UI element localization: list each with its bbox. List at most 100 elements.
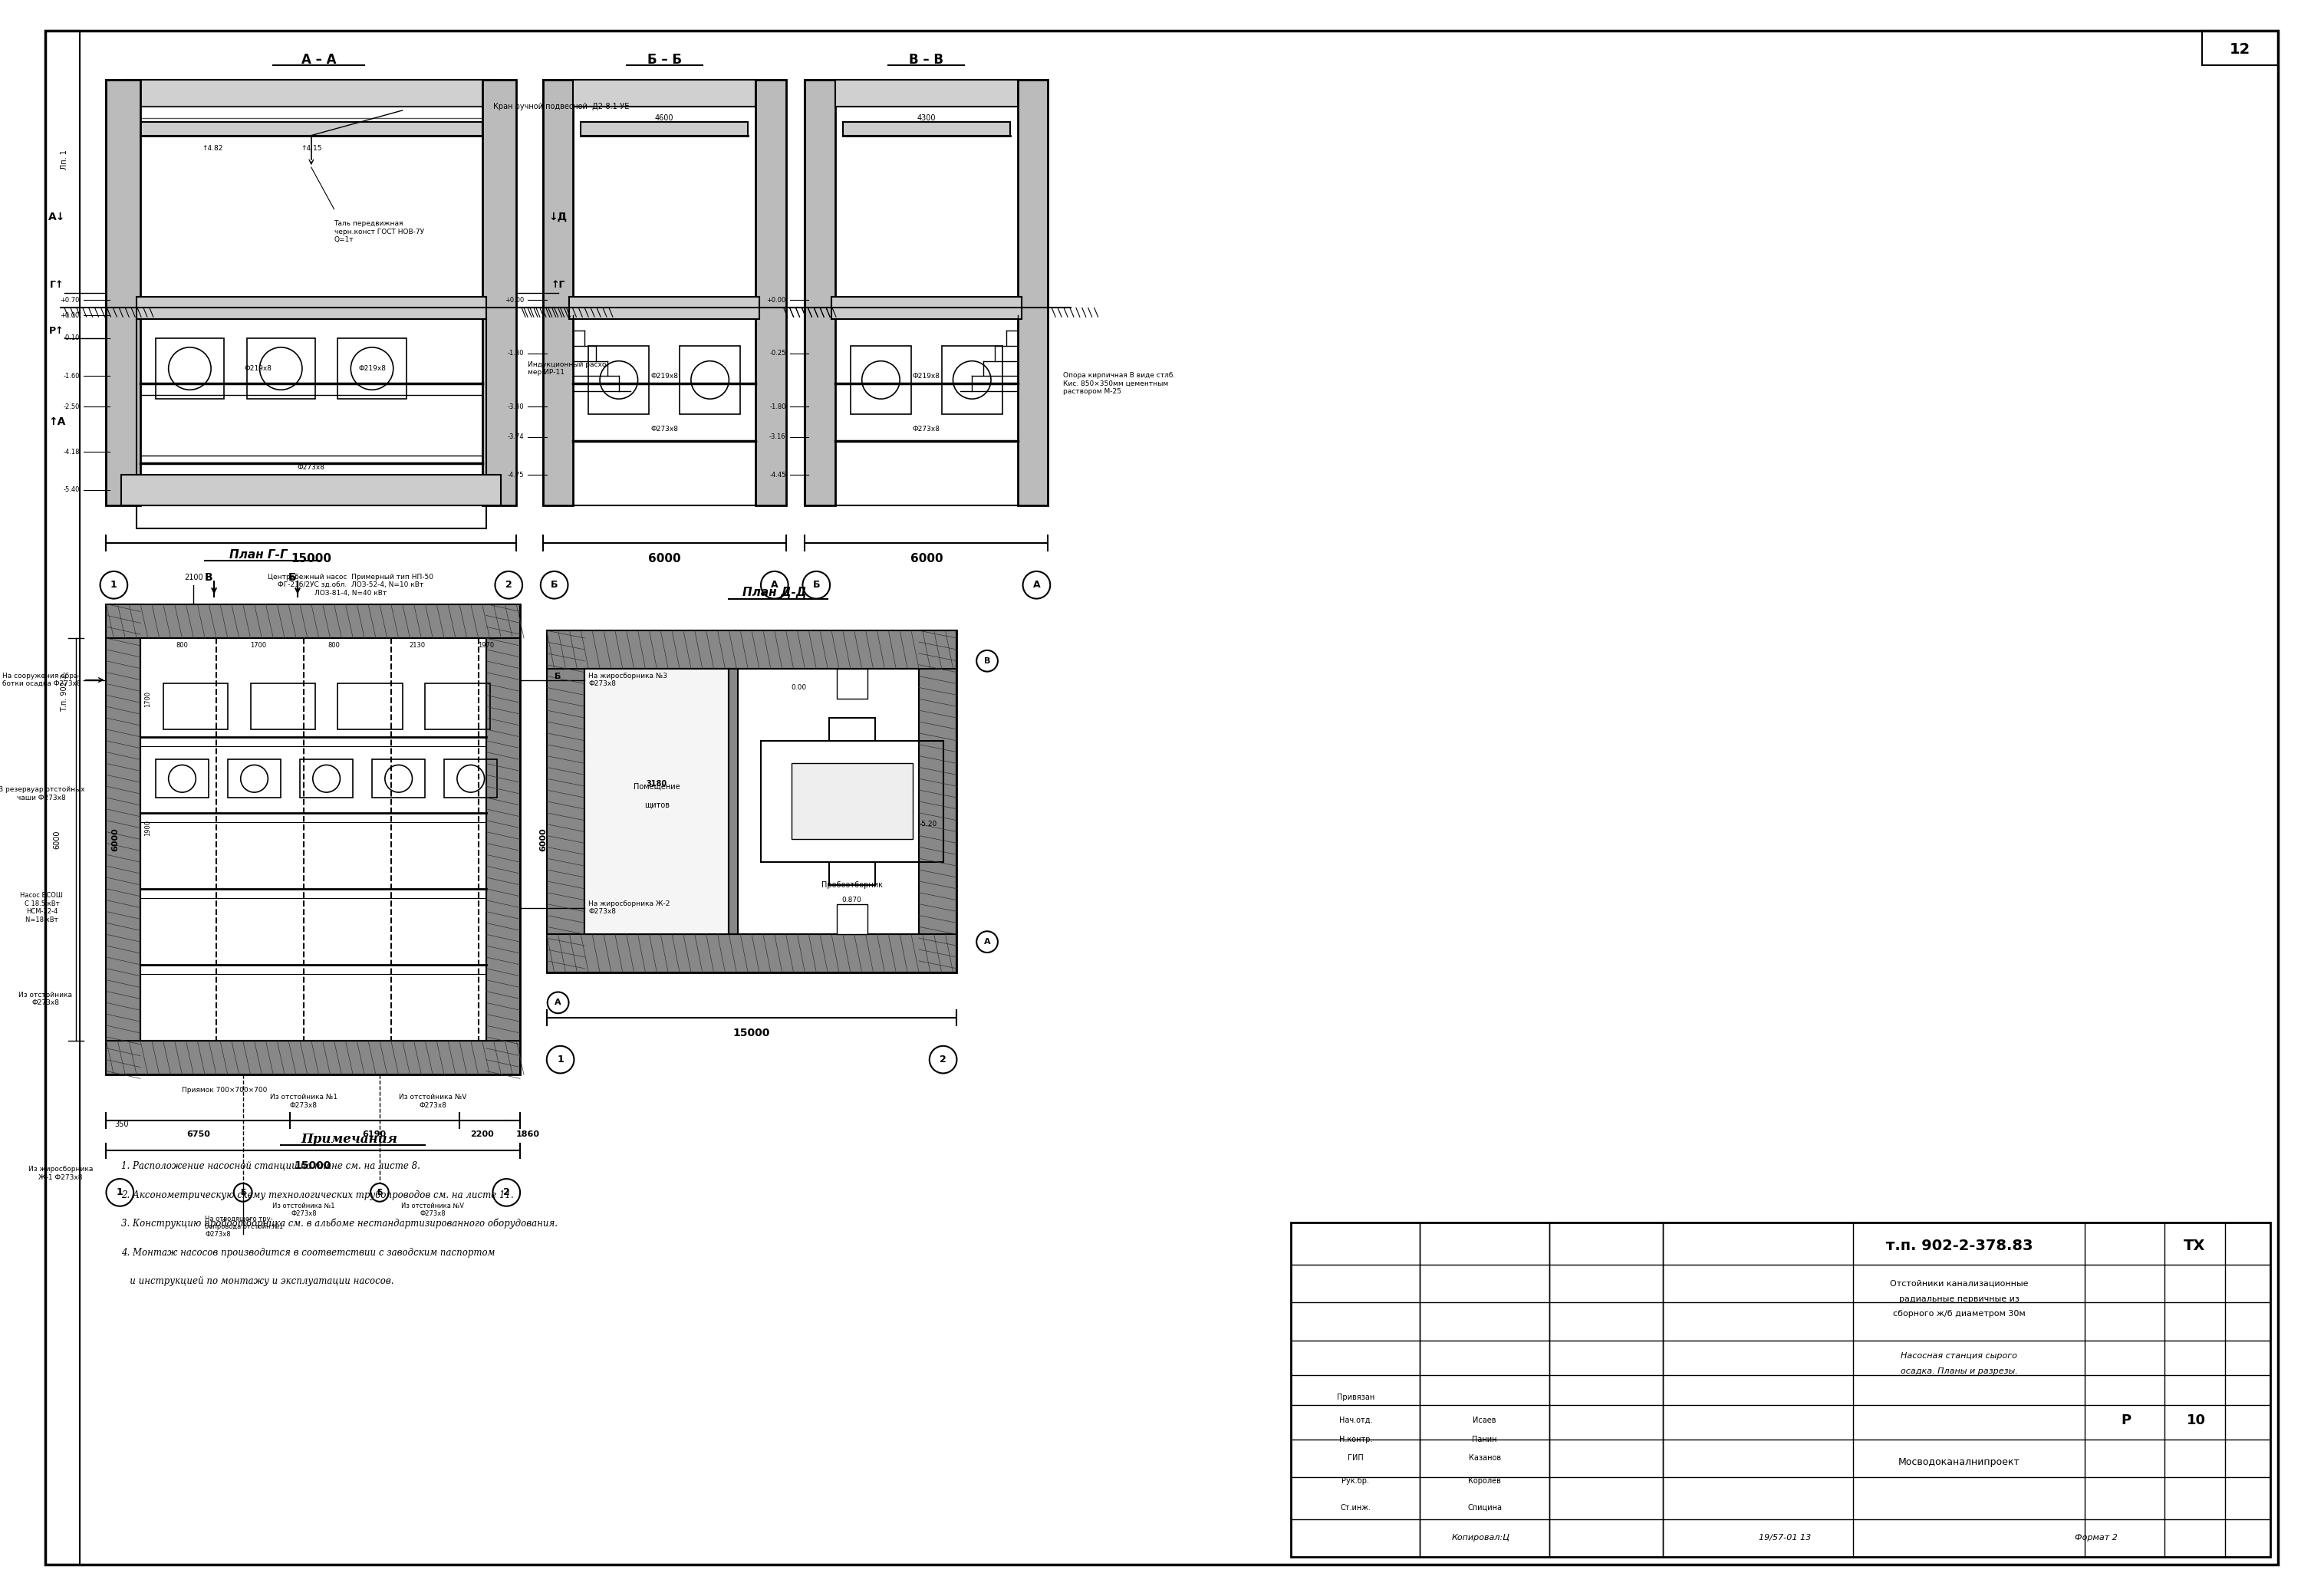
Text: Ст.инж.: Ст.инж. xyxy=(1339,1503,1371,1511)
Circle shape xyxy=(976,650,999,672)
Bar xyxy=(805,80,835,506)
Text: Королев: Королев xyxy=(1468,1478,1500,1484)
Bar xyxy=(805,80,1047,506)
Text: -3.16: -3.16 xyxy=(769,434,787,440)
Bar xyxy=(679,346,741,413)
Bar xyxy=(106,80,140,506)
Text: -1.80: -1.80 xyxy=(509,350,525,358)
Text: 800: 800 xyxy=(177,642,189,650)
Bar xyxy=(426,683,490,729)
Text: В: В xyxy=(985,658,989,666)
Text: 0.870: 0.870 xyxy=(842,897,863,903)
Text: 1: 1 xyxy=(110,579,117,591)
Circle shape xyxy=(370,1183,389,1202)
Bar xyxy=(246,338,315,399)
Bar xyxy=(106,603,140,1074)
Bar xyxy=(580,121,748,136)
Text: Копировал:Ц: Копировал:Ц xyxy=(1452,1534,1509,1542)
Text: 6000: 6000 xyxy=(53,830,60,849)
Text: ↑4.82: ↑4.82 xyxy=(202,145,223,152)
Text: 4600: 4600 xyxy=(656,115,674,121)
Text: 800: 800 xyxy=(329,642,341,650)
Text: Исаев: Исаев xyxy=(1473,1417,1496,1424)
Text: ↓Д: ↓Д xyxy=(550,211,568,222)
Text: 1: 1 xyxy=(117,1187,124,1197)
Bar xyxy=(338,338,407,399)
Text: -0.10: -0.10 xyxy=(62,335,81,342)
Text: Насосная станция сырого: Насосная станция сырого xyxy=(1901,1352,2018,1360)
Bar xyxy=(729,669,739,934)
Bar xyxy=(122,476,502,506)
Circle shape xyxy=(601,361,637,399)
Bar xyxy=(838,669,867,699)
Bar xyxy=(251,683,315,729)
Text: 12: 12 xyxy=(2230,43,2250,57)
Circle shape xyxy=(495,571,522,598)
Bar xyxy=(1017,80,1047,506)
Text: Б: Б xyxy=(377,1189,382,1197)
Bar xyxy=(2202,30,2278,65)
Bar xyxy=(589,346,649,413)
Bar xyxy=(106,603,520,1074)
Text: На жиросборника Ж-2
Ф273х8: На жиросборника Ж-2 Ф273х8 xyxy=(589,900,670,915)
Text: Г↑: Г↑ xyxy=(51,279,64,290)
Text: Мосводоканалнипроект: Мосводоканалнипроект xyxy=(1898,1457,2020,1467)
Text: Спицина: Спицина xyxy=(1468,1503,1503,1511)
Circle shape xyxy=(953,361,992,399)
Text: 2100: 2100 xyxy=(184,573,202,581)
Text: -4.75: -4.75 xyxy=(509,471,525,479)
Text: радиальные первичные из: радиальные первичные из xyxy=(1898,1294,2020,1302)
Text: А: А xyxy=(1033,579,1040,591)
Circle shape xyxy=(690,361,729,399)
Text: +0.00: +0.00 xyxy=(60,311,81,319)
Circle shape xyxy=(930,1045,957,1073)
Circle shape xyxy=(976,932,999,953)
Text: А↓: А↓ xyxy=(48,211,64,222)
Text: Привязан: Привязан xyxy=(1337,1393,1374,1401)
Circle shape xyxy=(762,571,789,598)
Text: +0.00: +0.00 xyxy=(766,297,787,303)
Bar xyxy=(124,80,497,107)
Bar xyxy=(831,297,1022,319)
Text: щитов: щитов xyxy=(644,801,670,809)
Text: 0.00: 0.00 xyxy=(792,685,808,691)
Text: 4300: 4300 xyxy=(918,115,937,121)
Text: Б: Б xyxy=(555,672,561,680)
Bar xyxy=(548,630,957,669)
Circle shape xyxy=(458,764,486,792)
Bar xyxy=(299,760,352,798)
Text: Б – Б: Б – Б xyxy=(647,53,681,67)
Text: Ф219х8: Ф219х8 xyxy=(651,373,679,380)
Text: 2200: 2200 xyxy=(469,1130,495,1138)
Text: А – А: А – А xyxy=(301,53,336,67)
Text: Из отстойника
Ф273х8: Из отстойника Ф273х8 xyxy=(18,991,71,1007)
Text: Б: Б xyxy=(239,1189,246,1197)
Text: ГИП: ГИП xyxy=(1348,1454,1364,1462)
Text: 350: 350 xyxy=(115,1120,129,1128)
Text: 6000: 6000 xyxy=(649,552,681,563)
Text: 1700: 1700 xyxy=(251,642,267,650)
Bar xyxy=(228,760,281,798)
Bar xyxy=(548,630,957,972)
Bar xyxy=(483,80,515,506)
Text: В – В: В – В xyxy=(909,53,943,67)
Text: План Г-Г: План Г-Г xyxy=(230,549,288,560)
Circle shape xyxy=(350,348,393,389)
Bar xyxy=(444,760,497,798)
Text: осадка. Планы и разрезы.: осадка. Планы и разрезы. xyxy=(1901,1368,2018,1374)
Text: 1. Расположение насосной станции на плане см. на листе 8.: 1. Расположение насосной станции на план… xyxy=(122,1160,421,1171)
Bar xyxy=(851,346,911,413)
Text: 2130: 2130 xyxy=(410,642,426,650)
Bar xyxy=(918,630,957,972)
Text: Б: Б xyxy=(288,571,297,583)
Bar xyxy=(835,80,1017,107)
Text: -5.20: -5.20 xyxy=(918,820,937,828)
Text: 6190: 6190 xyxy=(361,1130,387,1138)
Circle shape xyxy=(260,348,301,389)
Text: Нач.отд.: Нач.отд. xyxy=(1339,1417,1371,1424)
Text: Ф219х8: Ф219х8 xyxy=(913,373,941,380)
Bar xyxy=(543,80,787,506)
Text: Т.п. 902-2-: Т.п. 902-2- xyxy=(60,670,69,712)
Bar xyxy=(136,297,486,319)
Text: Р↑: Р↑ xyxy=(48,326,64,335)
